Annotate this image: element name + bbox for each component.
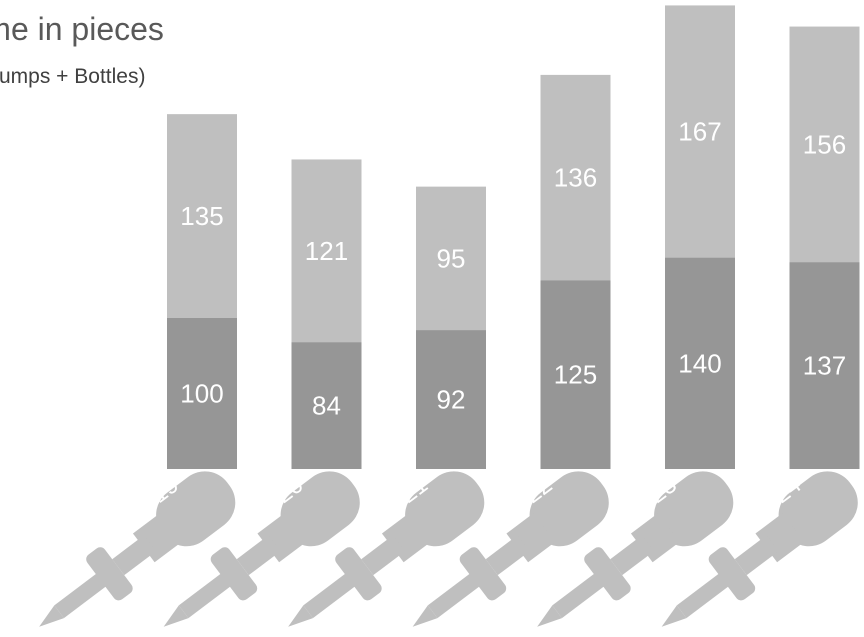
bar-lower-2021: [416, 330, 486, 469]
pump-flange: [335, 547, 382, 601]
value-label-upper: 167: [678, 117, 721, 147]
chart-subtitle: (Pumps + Bottles): [0, 65, 145, 88]
pump-neck: [610, 535, 655, 576]
pump-tip: [412, 605, 438, 627]
pump-flange: [459, 547, 507, 601]
bar-upper-2023: [665, 5, 735, 258]
pump-nozzle: [427, 571, 483, 619]
pump-nozzle: [178, 571, 234, 619]
pump-collar: [630, 513, 680, 563]
value-label-upper: 121: [305, 236, 348, 266]
pump-flange: [86, 547, 133, 601]
bar-lower-2022: [540, 280, 611, 469]
pump-head: [654, 471, 734, 547]
pump-collar: [755, 513, 805, 563]
pump-tip: [661, 605, 687, 627]
pump-neck: [361, 535, 406, 576]
pump-tip: [39, 605, 64, 627]
value-label-upper: 135: [180, 201, 223, 231]
pump-nozzle: [552, 571, 607, 619]
value-label-upper: 156: [803, 129, 846, 159]
value-label-lower: 125: [554, 360, 597, 390]
pump-collar: [506, 513, 556, 563]
pump-head: [778, 471, 858, 547]
pump-collar: [381, 513, 431, 563]
value-label-lower: 92: [437, 385, 466, 415]
pump-nozzle: [54, 571, 109, 619]
pump-nozzle: [303, 571, 358, 619]
pump-flange: [210, 547, 258, 601]
pump-base-shapes: [39, 471, 858, 627]
pump-tip: [537, 605, 562, 627]
pump-neck: [485, 535, 530, 576]
pump-neck: [734, 535, 779, 576]
pump-head: [529, 471, 609, 547]
bar-lower-2020: [291, 342, 362, 469]
value-label-lower: 100: [180, 379, 223, 409]
pump-base-2020: [163, 471, 360, 627]
bar-upper-2024: [789, 26, 860, 263]
value-label-lower: 137: [803, 351, 846, 381]
pump-flange: [584, 547, 631, 601]
bar-lower-2024: [789, 262, 860, 469]
pump-base-2024: [661, 471, 858, 627]
bars: [167, 5, 860, 469]
pump-nozzle: [676, 571, 732, 619]
bar-upper-2019: [167, 114, 237, 319]
value-label-lower: 84: [312, 391, 341, 421]
bar-upper-2021: [416, 186, 486, 331]
value-label-upper: 95: [437, 243, 466, 273]
pump-base-2019: [39, 471, 236, 627]
pump-flange: [708, 547, 756, 601]
pump-collar: [132, 513, 182, 563]
pump-neck: [112, 535, 157, 576]
bar-lower-2019: [167, 318, 237, 469]
pump-base-2022: [412, 471, 609, 627]
bar-lower-2023: [665, 257, 735, 469]
pump-base-2023: [537, 471, 734, 627]
value-label-upper: 136: [554, 163, 597, 193]
pump-tip: [163, 605, 189, 627]
pump-head: [156, 471, 236, 547]
pump-neck: [236, 535, 281, 576]
bar-upper-2020: [291, 159, 362, 343]
pump-tip: [288, 605, 313, 627]
pump-collar: [257, 513, 307, 563]
pump-head: [280, 471, 360, 547]
value-label-lower: 140: [678, 348, 721, 378]
chart-title: Volume in pieces: [0, 11, 164, 47]
bar-upper-2022: [540, 74, 611, 281]
pump-base-2021: [288, 471, 485, 627]
pump-head: [405, 471, 485, 547]
